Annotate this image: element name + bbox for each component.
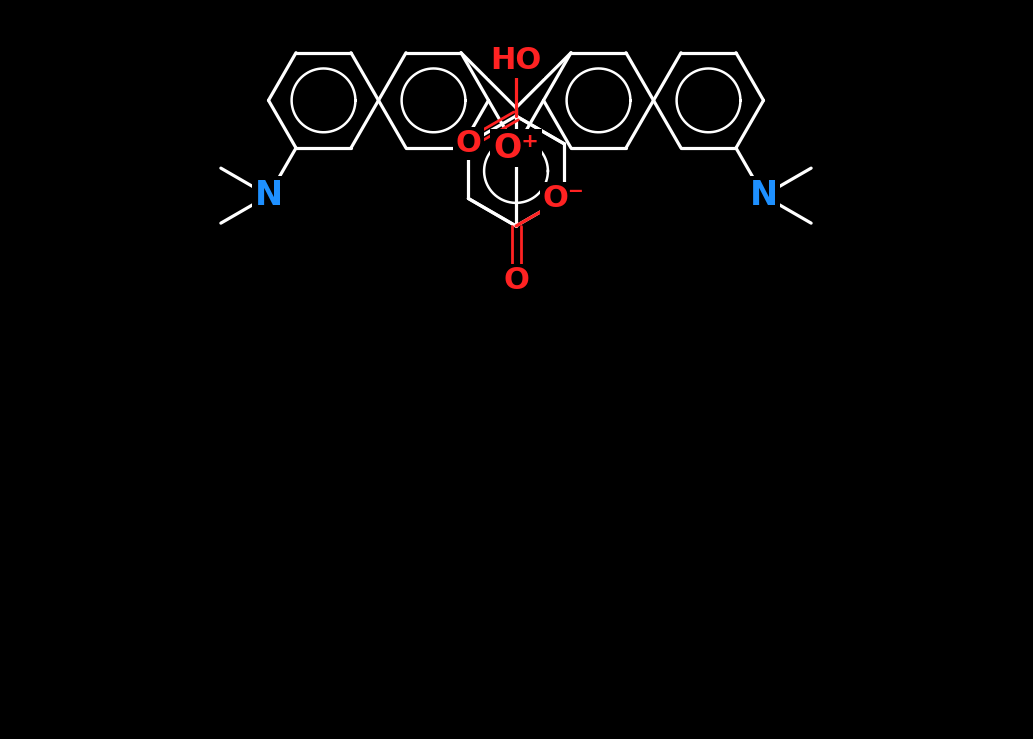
Text: O⁺: O⁺: [493, 132, 539, 165]
Text: N: N: [749, 179, 778, 212]
Text: O: O: [456, 129, 481, 158]
Text: N: N: [254, 179, 283, 212]
Text: HO: HO: [491, 47, 541, 75]
Text: O: O: [503, 267, 529, 296]
Text: O⁻: O⁻: [542, 184, 585, 213]
